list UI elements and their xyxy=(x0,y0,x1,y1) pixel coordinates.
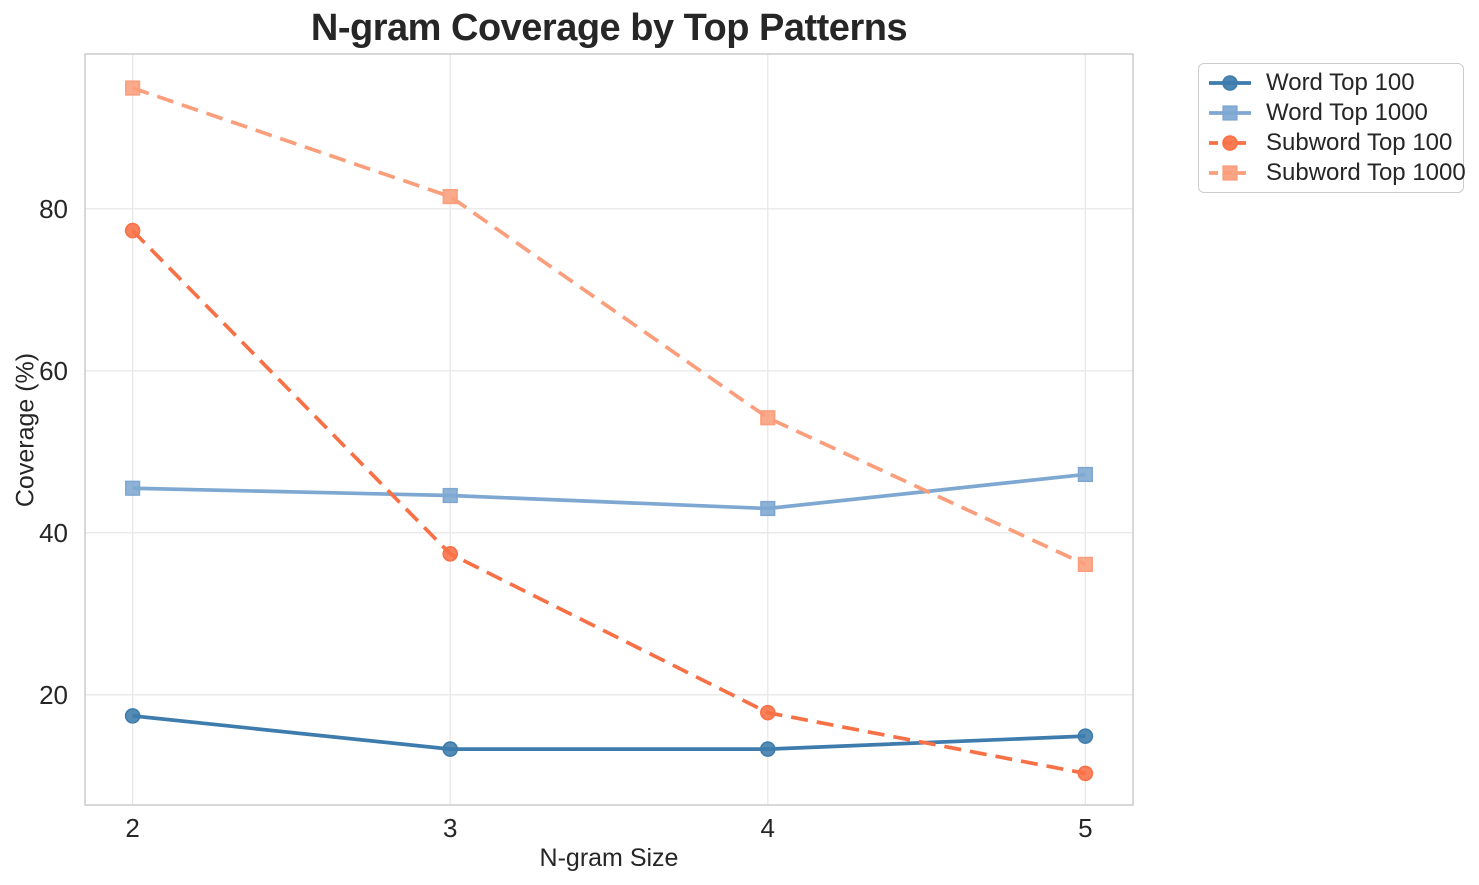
legend-sample-word-top-1000 xyxy=(1209,105,1251,121)
x-tick-label: 5 xyxy=(1078,813,1093,843)
legend-label: Subword Top 100 xyxy=(1266,129,1453,156)
data-point-square xyxy=(442,487,458,504)
legend-sample-word-top-100 xyxy=(1209,75,1251,91)
data-point-square xyxy=(1077,556,1093,572)
data-point-circle xyxy=(124,222,141,239)
legend-sample-subword-top-1000 xyxy=(1209,165,1251,181)
data-point-circle xyxy=(759,704,776,721)
plot-border xyxy=(84,53,1134,806)
series-line-3 xyxy=(132,86,1087,567)
y-tick-label: 80 xyxy=(39,193,68,224)
legend-item-subword-top-1000: Subword Top 1000 xyxy=(1207,158,1466,188)
y-tick-label: 40 xyxy=(39,517,68,548)
data-point-circle xyxy=(1077,728,1094,744)
data-point-square xyxy=(125,80,141,96)
y-tick-label: 60 xyxy=(39,355,68,386)
data-point-square xyxy=(760,500,776,517)
legend-label: Word Top 1000 xyxy=(1266,99,1428,126)
x-axis-label: N-gram Size xyxy=(539,844,679,872)
data-point-circle xyxy=(124,708,141,724)
data-point-circle xyxy=(442,546,459,562)
legend-sample-subword-top-100 xyxy=(1209,135,1251,151)
y-tick-label: 20 xyxy=(39,679,68,710)
x-tick-label: 4 xyxy=(760,813,776,843)
series-line-2 xyxy=(131,229,1086,776)
data-point-circle xyxy=(1077,765,1094,782)
legend-item-word-top-100: Word Top 100 xyxy=(1207,68,1463,98)
series-line-1 xyxy=(132,472,1086,511)
x-tick-label: 2 xyxy=(125,813,140,843)
data-point-circle xyxy=(442,741,459,757)
legend: Word Top 100 Word Top 1000 Subword Top 1… xyxy=(1198,63,1466,193)
legend-item-subword-top-100: Subword Top 100 xyxy=(1207,128,1463,158)
data-point-square xyxy=(125,480,141,496)
chart-title: N-gram Coverage by Top Patterns xyxy=(310,7,908,49)
legend-label: Word Top 100 xyxy=(1266,69,1415,96)
legend-label: Subword Top 1000 xyxy=(1266,159,1466,186)
data-point-circle xyxy=(759,741,776,757)
data-point-square xyxy=(760,410,776,426)
series-line-0 xyxy=(132,714,1086,751)
x-tick-label: 3 xyxy=(442,813,458,843)
legend-item-word-top-1000: Word Top 1000 xyxy=(1207,98,1463,128)
data-point-square xyxy=(442,188,458,205)
data-point-square xyxy=(1077,466,1093,483)
